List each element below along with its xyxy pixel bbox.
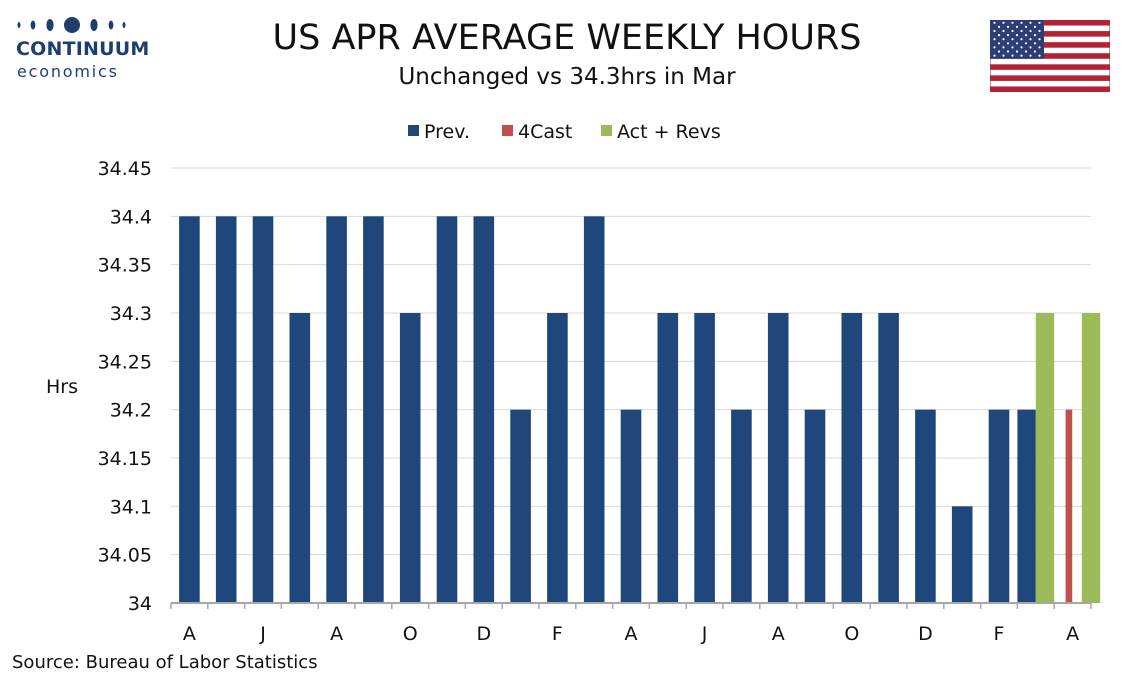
y-tick-label: 34.35 bbox=[98, 255, 152, 277]
x-tick-label: J bbox=[701, 623, 708, 645]
x-tick-label: D bbox=[918, 623, 933, 645]
chart-title: US APR AVERAGE WEEKLY HOURS bbox=[272, 18, 862, 58]
bar-prev bbox=[547, 313, 568, 603]
y-tick-label: 34.25 bbox=[98, 351, 152, 373]
x-tick-label: O bbox=[403, 623, 418, 645]
y-tick-label: 34.45 bbox=[98, 158, 152, 180]
y-tick-label: 34.15 bbox=[98, 448, 152, 470]
y-tick-label: 34 bbox=[128, 593, 152, 615]
bar-prev bbox=[363, 216, 384, 604]
legend-label-1: 4Cast bbox=[518, 121, 572, 143]
bar-prev bbox=[988, 409, 1010, 603]
legend-swatch-0 bbox=[408, 125, 419, 136]
bar-prev bbox=[583, 216, 605, 604]
legend-label-2: Act + Revs bbox=[617, 121, 721, 143]
bar-prev bbox=[915, 409, 936, 603]
x-tick-label: A bbox=[330, 623, 343, 645]
bar-prev bbox=[399, 313, 421, 603]
bar-prev bbox=[657, 313, 679, 603]
bar-prev bbox=[436, 216, 458, 604]
bar-act-revs bbox=[1081, 313, 1101, 603]
bar-prev bbox=[878, 313, 899, 603]
bar-prev bbox=[694, 313, 715, 603]
bar-prev bbox=[620, 409, 642, 603]
y-tick-label: 34.4 bbox=[110, 206, 152, 228]
continuum-economics-logo: CONTINUUM economics bbox=[14, 14, 149, 81]
bar-prev bbox=[731, 409, 752, 603]
y-tick-label: 34.1 bbox=[110, 496, 152, 518]
x-tick-label: A bbox=[625, 623, 638, 645]
x-tick-label: J bbox=[259, 623, 266, 645]
bar-prev bbox=[804, 409, 826, 603]
chart-subtitle: Unchanged vs 34.3hrs in Mar bbox=[398, 64, 736, 90]
source-note: Source: Bureau of Labor Statistics bbox=[12, 652, 318, 673]
logo-dots-icon bbox=[17, 17, 126, 33]
y-tick-label: 34.3 bbox=[110, 303, 152, 325]
bar-prev bbox=[179, 216, 200, 604]
legend-swatch-2 bbox=[601, 125, 612, 136]
bar-prev bbox=[510, 409, 531, 603]
x-tick-label: O bbox=[844, 623, 859, 645]
us-flag-icon bbox=[990, 20, 1110, 92]
bar-4cast bbox=[1065, 409, 1073, 603]
bar-prev bbox=[215, 216, 237, 604]
x-tick-label: D bbox=[476, 623, 491, 645]
x-tick-label: A bbox=[183, 623, 196, 645]
bar-prev bbox=[1017, 409, 1036, 603]
x-tick-label: A bbox=[772, 623, 785, 645]
logo-name: CONTINUUM bbox=[16, 38, 150, 60]
bar-prev bbox=[841, 313, 863, 603]
bar-prev bbox=[473, 216, 495, 604]
bar-act-revs bbox=[1035, 313, 1055, 603]
x-tick-label: F bbox=[994, 623, 1005, 645]
legend-label-0: Prev. bbox=[424, 121, 470, 143]
bar-prev bbox=[767, 313, 789, 603]
legend-swatch-1 bbox=[502, 125, 513, 136]
logo-subname: economics bbox=[17, 62, 119, 81]
y-tick-label: 34.05 bbox=[98, 545, 152, 567]
bar-prev bbox=[951, 506, 973, 603]
bar-prev bbox=[252, 216, 274, 604]
y-axis-label: Hrs bbox=[46, 376, 78, 398]
x-tick-label: F bbox=[552, 623, 563, 645]
bar-prev bbox=[289, 313, 311, 603]
y-tick-label: 34.2 bbox=[110, 400, 152, 422]
bar-prev bbox=[326, 216, 347, 604]
x-tick-label: A bbox=[1066, 623, 1079, 645]
